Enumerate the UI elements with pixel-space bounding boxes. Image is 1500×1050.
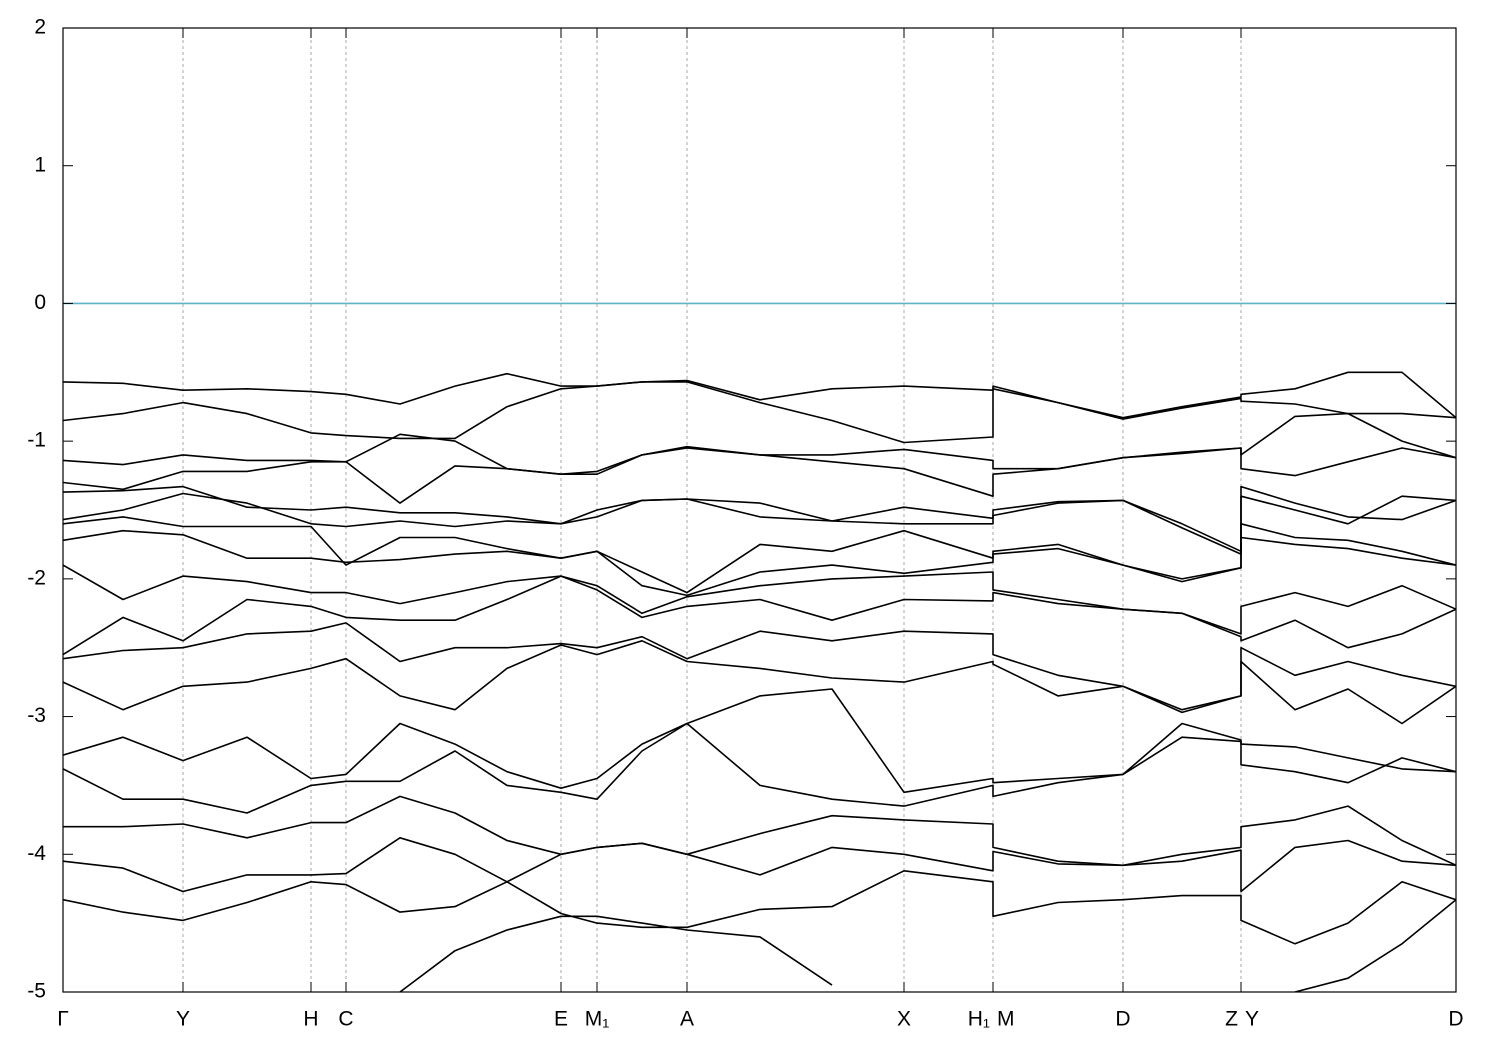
band-line [63, 371, 1456, 419]
band-line [63, 564, 1456, 635]
x-tick-label: M [997, 1008, 1015, 1031]
y-tick-label: -1 [27, 429, 46, 452]
plot-frame [62, 27, 1457, 993]
x-tick-label: H₁ [968, 1008, 990, 1031]
band-line [63, 529, 1456, 597]
band-line [63, 447, 1456, 504]
band-line [63, 640, 1456, 725]
y-tick-label: -3 [27, 704, 46, 727]
y-tick-label: 0 [34, 291, 46, 314]
y-tick-label: -5 [27, 980, 46, 1003]
x-tick-label: Γ [57, 1008, 69, 1031]
x-tick-label: Z [1225, 1008, 1238, 1031]
plot-area [63, 302, 1456, 992]
x-tick-label: X [897, 1008, 911, 1031]
x-tick-label: A [680, 1008, 694, 1031]
x-tick-label: D [1448, 1008, 1463, 1031]
band-line [63, 722, 1456, 814]
x-tick-label: D [1115, 1008, 1130, 1031]
y-tick-label: 2 [34, 16, 46, 39]
x-tick-label: M₁ [585, 1008, 610, 1031]
x-tick-label: Y [1245, 1008, 1259, 1031]
x-tick-label: H [303, 1008, 318, 1031]
y-tick-label: -2 [27, 566, 46, 589]
band-line [63, 837, 1456, 893]
x-tick-label: Y [176, 1008, 190, 1031]
band-line [63, 492, 1456, 555]
band-line [63, 870, 1456, 945]
y-tick-label: 1 [34, 153, 46, 176]
band-line [63, 381, 1456, 444]
band-line [63, 795, 1456, 867]
y-tick-label: -4 [27, 842, 46, 865]
x-tick-label: C [338, 1008, 353, 1031]
band-line [63, 575, 1456, 656]
band-line [399, 899, 1456, 992]
x-tick-label: E [554, 1008, 568, 1031]
